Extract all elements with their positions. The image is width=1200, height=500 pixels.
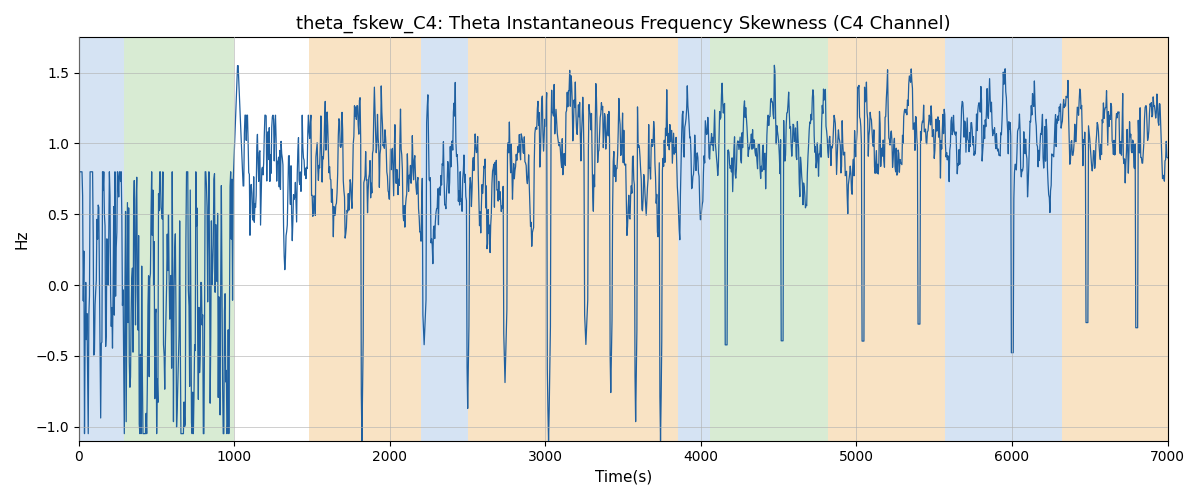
Y-axis label: Hz: Hz (14, 230, 30, 249)
Bar (828, 38, 946, 440)
Bar (946, 38, 1062, 440)
Bar (1062, 38, 1175, 440)
Bar (710, 38, 828, 440)
Bar (124, 38, 234, 440)
Bar (421, 38, 468, 440)
Bar (310, 38, 421, 440)
Bar (79, 38, 124, 440)
X-axis label: Time(s): Time(s) (594, 470, 652, 485)
Bar (678, 38, 710, 440)
Title: theta_fskew_C4: Theta Instantaneous Frequency Skewness (C4 Channel): theta_fskew_C4: Theta Instantaneous Freq… (296, 15, 950, 34)
Bar (468, 38, 678, 440)
